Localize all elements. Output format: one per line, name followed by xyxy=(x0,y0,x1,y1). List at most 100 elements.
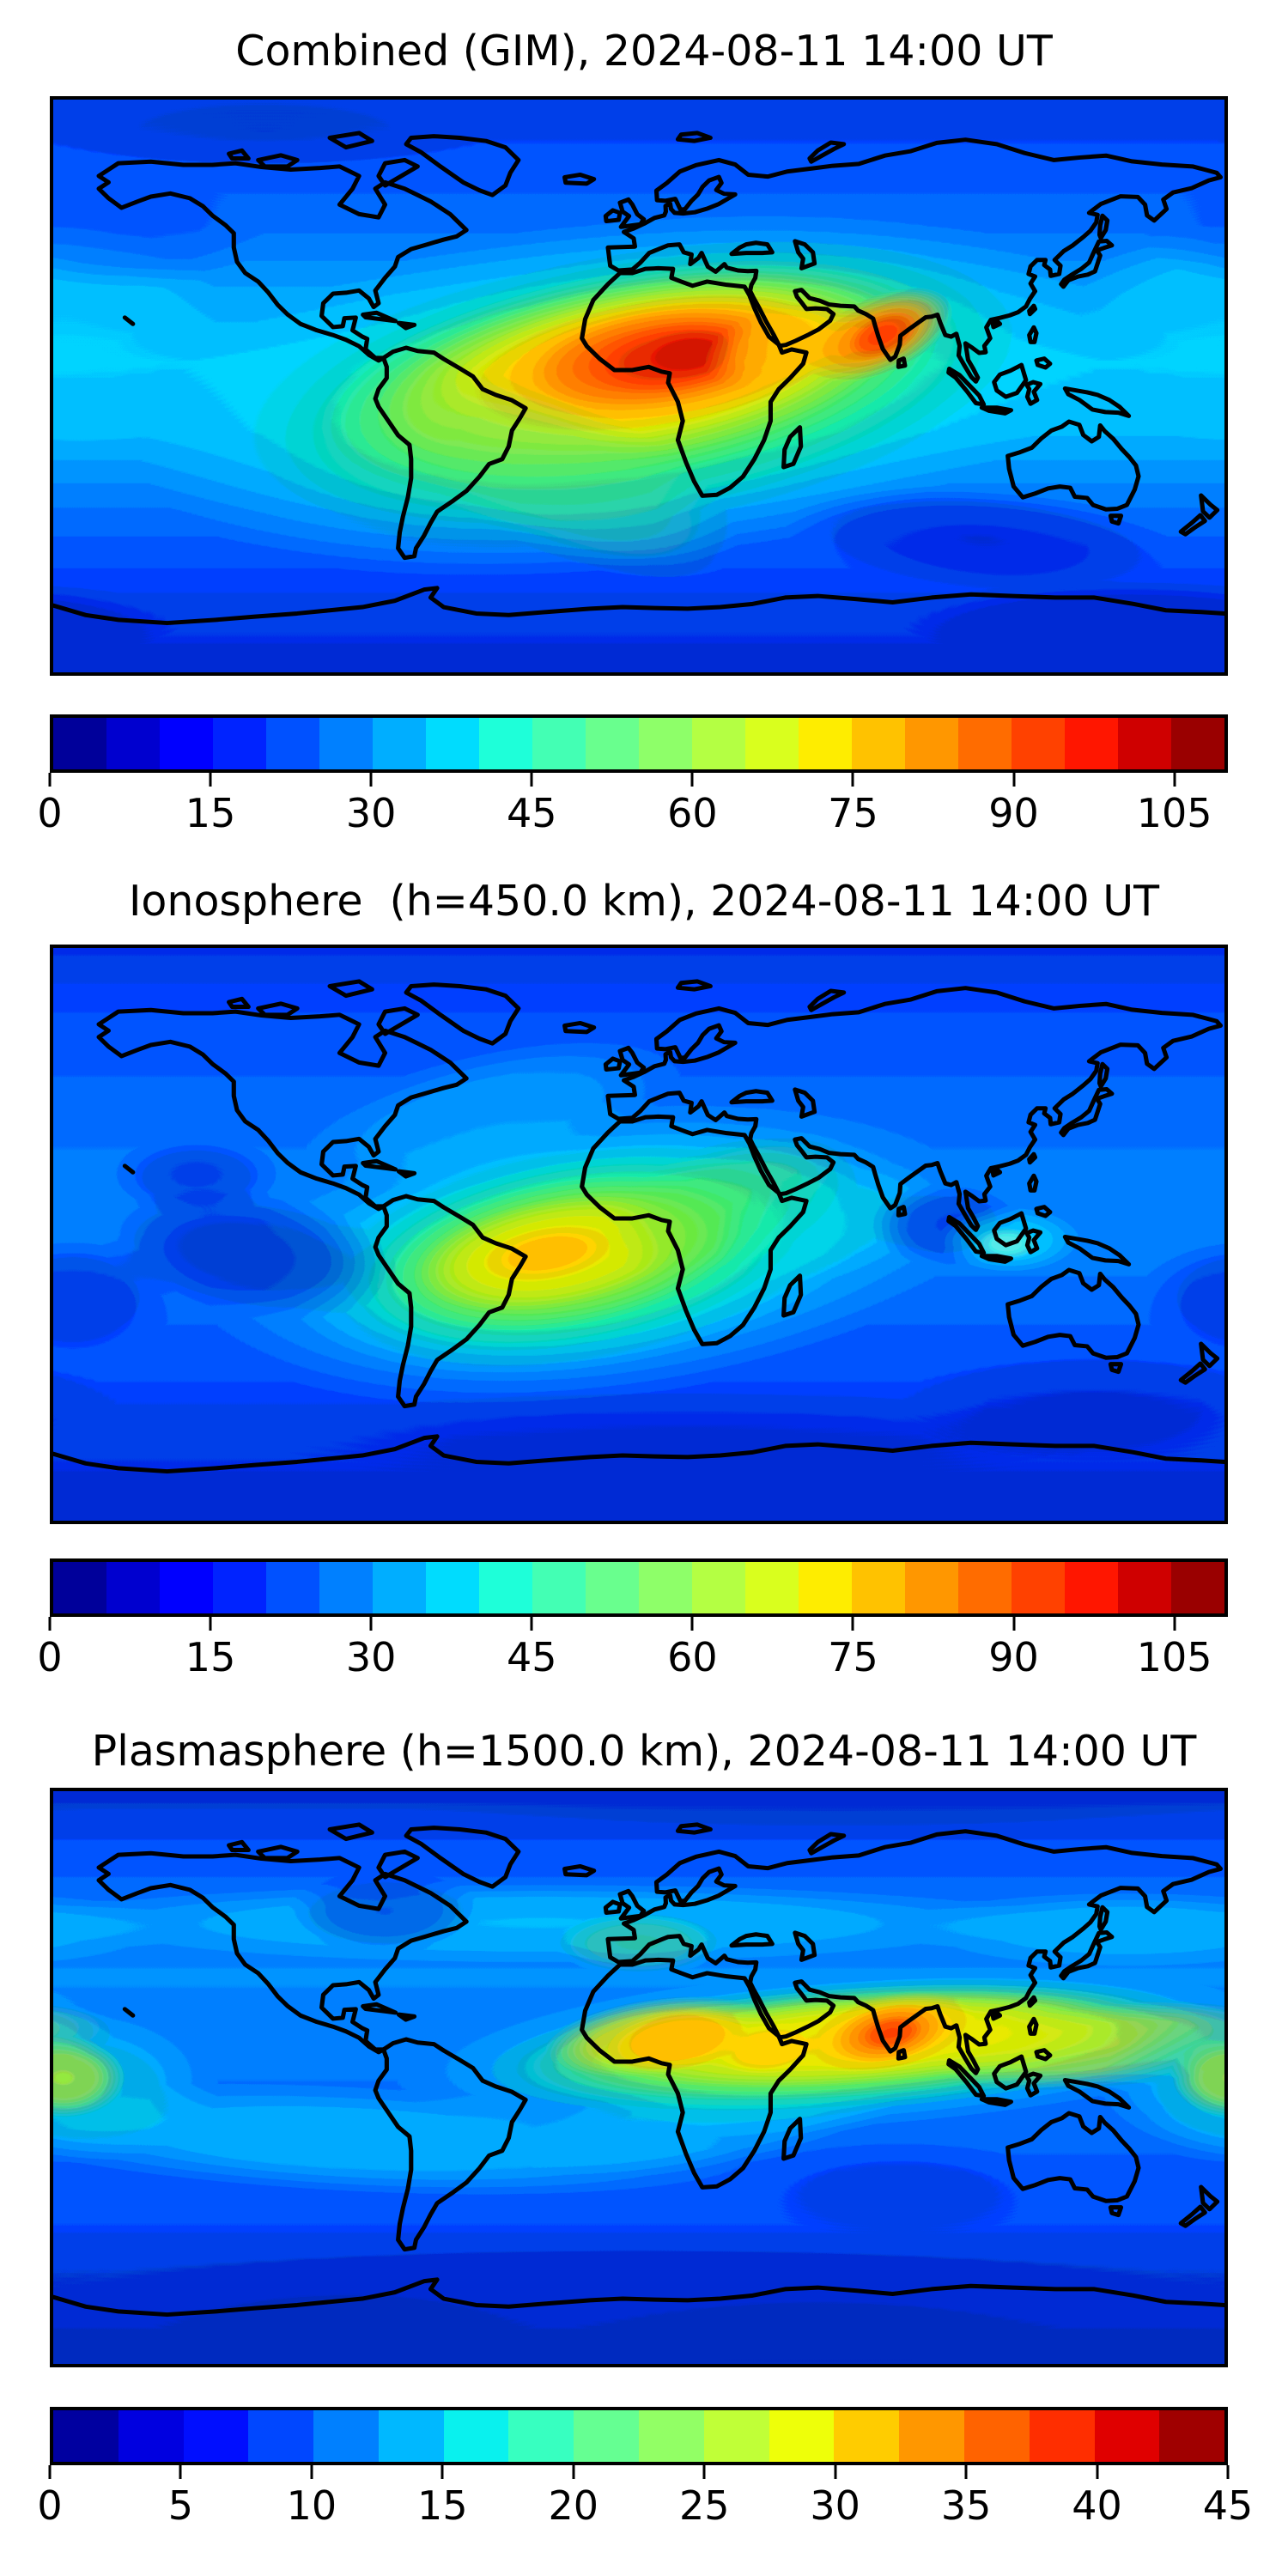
colorbar-tick xyxy=(369,1617,373,1631)
colorbar-tick-label: 20 xyxy=(548,2482,599,2529)
colorbar-segment xyxy=(745,1562,799,1613)
map-ionosphere xyxy=(50,945,1228,1524)
world-map-svg-ionosphere xyxy=(53,948,1224,1521)
colorbar-tick xyxy=(369,773,373,787)
colorbar-segment xyxy=(958,718,1012,769)
map-plasmasphere xyxy=(50,1788,1228,2367)
colorbar-tick-label: 90 xyxy=(988,790,1039,836)
colorbar-segment xyxy=(1171,718,1224,769)
colorbar-tick-label: 60 xyxy=(667,1634,718,1680)
colorbar-bar xyxy=(50,1558,1228,1617)
colorbar-tick-label: 45 xyxy=(506,1634,557,1680)
panel-title-ionosphere: Ionosphere (h=450.0 km), 2024-08-11 14:0… xyxy=(128,877,1160,926)
colorbar-tick xyxy=(1012,1617,1016,1631)
colorbar-segment xyxy=(319,718,373,769)
colorbar-segment xyxy=(213,1562,266,1613)
colorbar-segment xyxy=(508,2410,574,2462)
colorbar-tick-label: 75 xyxy=(828,1634,878,1680)
colorbar-segment xyxy=(532,1562,586,1613)
colorbar-segment xyxy=(692,1562,745,1613)
colorbar-tick-label: 35 xyxy=(940,2482,992,2529)
coastlines xyxy=(53,979,1224,1474)
colorbar-segment xyxy=(1159,2410,1225,2462)
colorbar-segment xyxy=(373,1562,426,1613)
colorbar-tick-label: 10 xyxy=(286,2482,337,2529)
colorbar-tick xyxy=(179,2465,182,2479)
colorbar-plasmasphere: 0 5 10 15 20 25 30 35 40 45 xyxy=(37,2407,1253,2536)
colorbar-segment xyxy=(53,718,106,769)
colorbar-segment xyxy=(313,2410,379,2462)
colorbar-segment xyxy=(160,1562,213,1613)
colorbar-segment xyxy=(160,718,213,769)
colorbar-tick-label: 45 xyxy=(1202,2482,1254,2529)
colorbar-tick xyxy=(48,1617,52,1631)
colorbar-segment xyxy=(378,2410,444,2462)
colorbar-segment xyxy=(1012,1562,1065,1613)
colorbar-tick xyxy=(690,773,694,787)
panel-title-combined: Combined (GIM), 2024-08-11 14:00 UT xyxy=(235,27,1053,76)
colorbar-tick-label: 75 xyxy=(828,790,878,836)
colorbar-segment xyxy=(183,2410,249,2462)
colorbar-bar xyxy=(50,2407,1228,2465)
colorbar-combined: 0 15 30 45 60 75 90 105 xyxy=(37,714,1228,843)
colorbar-segment xyxy=(958,1562,1012,1613)
coastlines xyxy=(53,131,1224,626)
colorbar-tick xyxy=(702,2465,706,2479)
colorbar-tick xyxy=(1012,773,1016,787)
colorbar-tick-label: 15 xyxy=(417,2482,468,2529)
colorbar-tick xyxy=(310,2465,313,2479)
colorbar-tick xyxy=(690,1617,694,1631)
colorbar-tick xyxy=(851,773,854,787)
colorbar-tick-label: 30 xyxy=(810,2482,860,2529)
colorbar-tick xyxy=(530,1617,533,1631)
colorbar-tick xyxy=(209,1617,212,1631)
colorbar-segment xyxy=(899,2410,964,2462)
colorbar-segment xyxy=(692,718,745,769)
colorbar-ionosphere: 0 15 30 45 60 75 90 105 xyxy=(37,1558,1228,1687)
colorbar-tick-label: 45 xyxy=(506,790,557,836)
colorbar-segment xyxy=(1118,718,1171,769)
colorbar-segment xyxy=(1171,1562,1224,1613)
colorbar-segment xyxy=(745,718,799,769)
colorbar-segment xyxy=(532,718,586,769)
colorbar-tick xyxy=(1173,1617,1176,1631)
colorbar-segment xyxy=(1118,1562,1171,1613)
colorbar-tick xyxy=(209,773,212,787)
colorbar-tick xyxy=(1226,2465,1230,2479)
colorbar-segment xyxy=(266,1562,319,1613)
colorbar-segment xyxy=(639,2410,704,2462)
colorbar-segment xyxy=(106,1562,160,1613)
colorbar-tick xyxy=(1173,773,1176,787)
colorbar-tick-label: 30 xyxy=(345,1634,397,1680)
colorbar-tick-label: 0 xyxy=(37,2482,63,2529)
colorbar-segment xyxy=(963,2410,1030,2462)
colorbar-segment xyxy=(426,1562,479,1613)
colorbar-bar xyxy=(50,714,1228,773)
panel-title-plasmasphere: Plasmasphere (h=1500.0 km), 2024-08-11 1… xyxy=(91,1727,1197,1776)
colorbar-segment xyxy=(479,718,532,769)
colorbar-segment xyxy=(703,2410,769,2462)
colorbar-tick-label: 60 xyxy=(667,790,718,836)
colorbar-tick xyxy=(48,2465,52,2479)
colorbar-segment xyxy=(574,2410,640,2462)
colorbar-segment xyxy=(443,2410,509,2462)
colorbar-tick-label: 25 xyxy=(678,2482,730,2529)
colorbar-segment xyxy=(1094,2410,1160,2462)
colorbar-tick xyxy=(530,773,533,787)
colorbar-tick-label: 90 xyxy=(988,1634,1039,1680)
colorbar-segment xyxy=(769,2410,835,2462)
colorbar-segment xyxy=(586,1562,639,1613)
colorbar-tick xyxy=(572,2465,575,2479)
colorbar-segment xyxy=(53,1562,106,1613)
colorbar-tick-label: 30 xyxy=(345,790,397,836)
colorbar-segment xyxy=(373,718,426,769)
colorbar-segment xyxy=(852,1562,905,1613)
colorbar-segment xyxy=(799,1562,852,1613)
colorbar-segment xyxy=(799,718,852,769)
colorbar-segment xyxy=(248,2410,314,2462)
colorbar-segment xyxy=(266,718,319,769)
colorbar-tick-label: 0 xyxy=(37,790,63,836)
colorbar-segment xyxy=(1065,1562,1118,1613)
colorbar-segment xyxy=(834,2410,900,2462)
